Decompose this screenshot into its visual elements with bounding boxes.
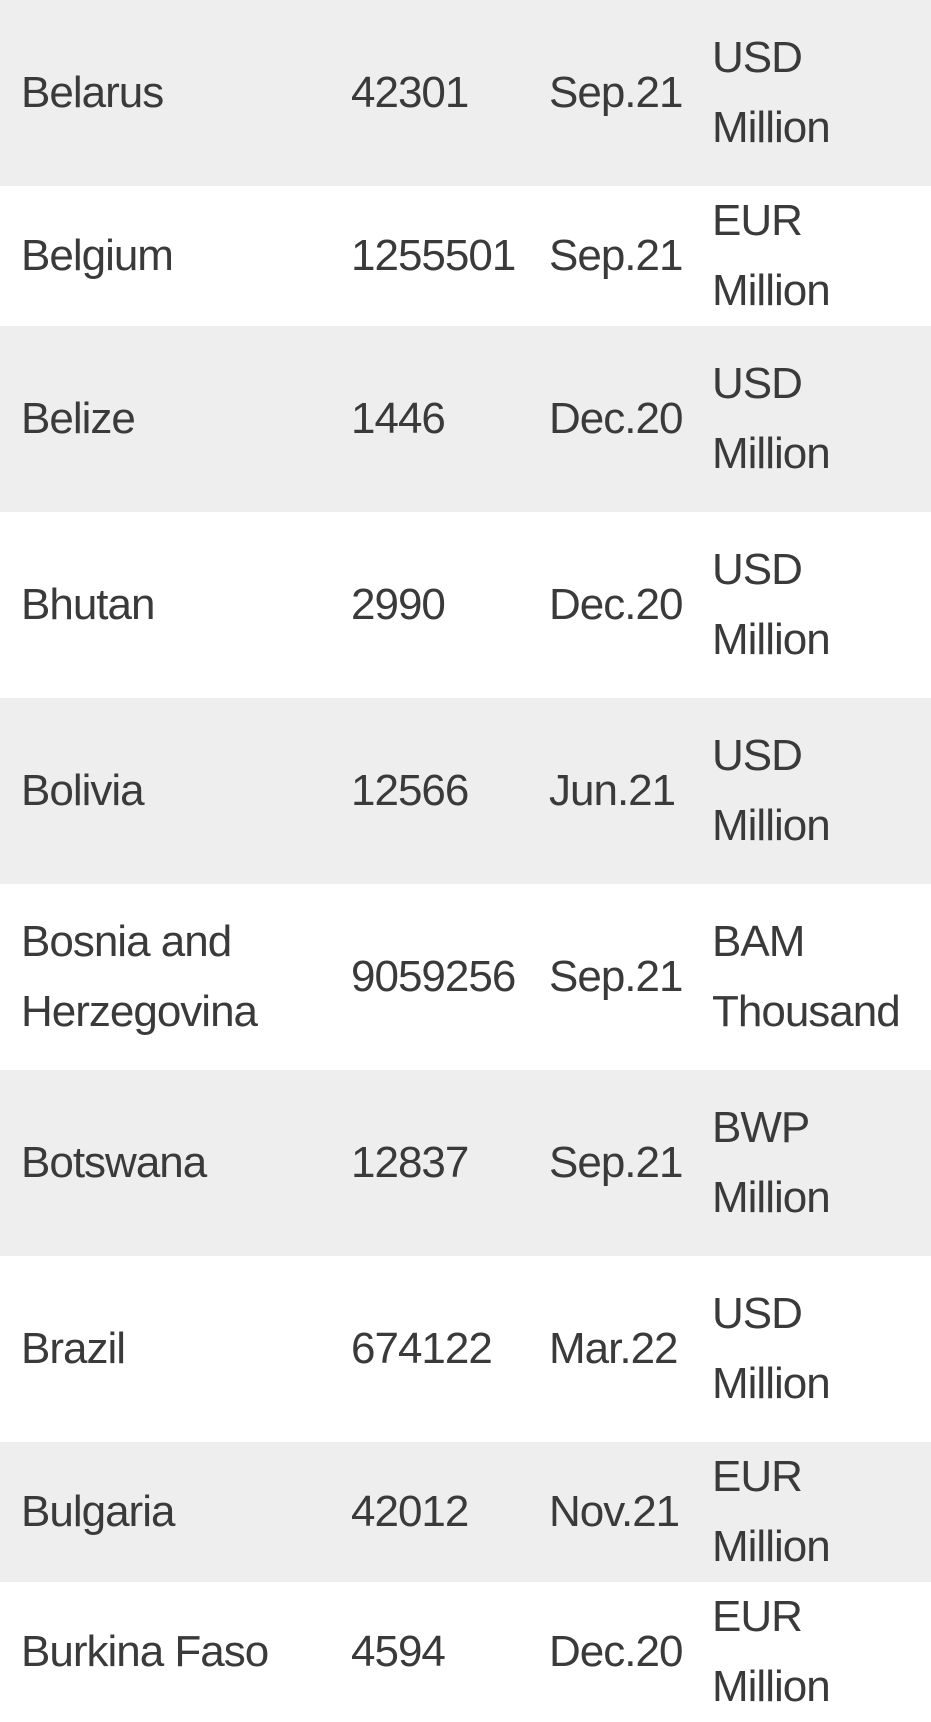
table-row[interactable]: Burkina Faso 4594 Dec.20 EUR Million xyxy=(0,1582,931,1722)
value-cell: 4594 xyxy=(351,1627,446,1676)
table-row[interactable]: Bosnia and Herzegovina 9059256 Sep.21 BA… xyxy=(0,884,931,1070)
country-cell: Belgium xyxy=(21,231,174,280)
date-cell: Dec.20 xyxy=(549,580,683,629)
country-cell: Belarus xyxy=(0,0,351,186)
table-row[interactable]: Belgium 1255501 Sep.21 EUR Million xyxy=(0,186,931,326)
unit-cell: USD Million xyxy=(712,545,831,664)
date-cell: Sep.21 xyxy=(549,1070,712,1256)
value-cell: 42301 xyxy=(351,0,549,186)
value-cell: 12837 xyxy=(351,1070,549,1256)
unit-cell: USD Million xyxy=(712,0,931,186)
table-row[interactable]: Bolivia 12566 Jun.21 USD Million xyxy=(0,698,931,884)
value-cell: 42012 xyxy=(351,1442,549,1582)
date-cell: Sep.21 xyxy=(549,0,712,186)
date-cell: Sep.21 xyxy=(549,231,683,280)
date-cell: Dec.20 xyxy=(549,1627,683,1676)
date-cell: Dec.20 xyxy=(549,326,712,512)
date-cell: Nov.21 xyxy=(549,1442,712,1582)
country-cell: Belize xyxy=(0,326,351,512)
unit-cell: BWP Million xyxy=(712,1070,931,1256)
value-cell: 2990 xyxy=(351,580,446,629)
table-row[interactable]: Brazil 674122 Mar.22 USD Million xyxy=(0,1256,931,1442)
table-row[interactable]: Botswana 12837 Sep.21 BWP Million xyxy=(0,1070,931,1256)
country-cell: Bhutan xyxy=(21,580,155,629)
unit-cell: EUR Million xyxy=(712,196,831,315)
unit-cell: EUR Million xyxy=(712,1592,831,1711)
value-cell: 1446 xyxy=(351,326,549,512)
value-cell: 12566 xyxy=(351,698,549,884)
table-row[interactable]: Belize 1446 Dec.20 USD Million xyxy=(0,326,931,512)
country-cell: Bosnia and Herzegovina xyxy=(21,917,258,1036)
unit-cell: USD Million xyxy=(712,698,931,884)
value-cell: 9059256 xyxy=(351,952,516,1001)
table-row[interactable]: Belarus 42301 Sep.21 USD Million xyxy=(0,0,931,186)
country-cell: Bolivia xyxy=(0,698,351,884)
country-cell: Bulgaria xyxy=(0,1442,351,1582)
country-cell: Brazil xyxy=(21,1324,126,1373)
unit-cell: USD Million xyxy=(712,326,931,512)
date-cell: Sep.21 xyxy=(549,952,683,1001)
unit-cell: EUR Million xyxy=(712,1442,931,1582)
table-row[interactable]: Bhutan 2990 Dec.20 USD Million xyxy=(0,512,931,698)
value-cell: 674122 xyxy=(351,1324,493,1373)
unit-cell: BAM Thousand xyxy=(712,917,901,1036)
country-cell: Burkina Faso xyxy=(21,1627,269,1676)
country-cell: Botswana xyxy=(0,1070,351,1256)
date-cell: Jun.21 xyxy=(549,698,712,884)
date-cell: Mar.22 xyxy=(549,1324,679,1373)
table-row[interactable]: Bulgaria 42012 Nov.21 EUR Million xyxy=(0,1442,931,1582)
value-cell: 1255501 xyxy=(351,231,516,280)
unit-cell: USD Million xyxy=(712,1289,831,1408)
